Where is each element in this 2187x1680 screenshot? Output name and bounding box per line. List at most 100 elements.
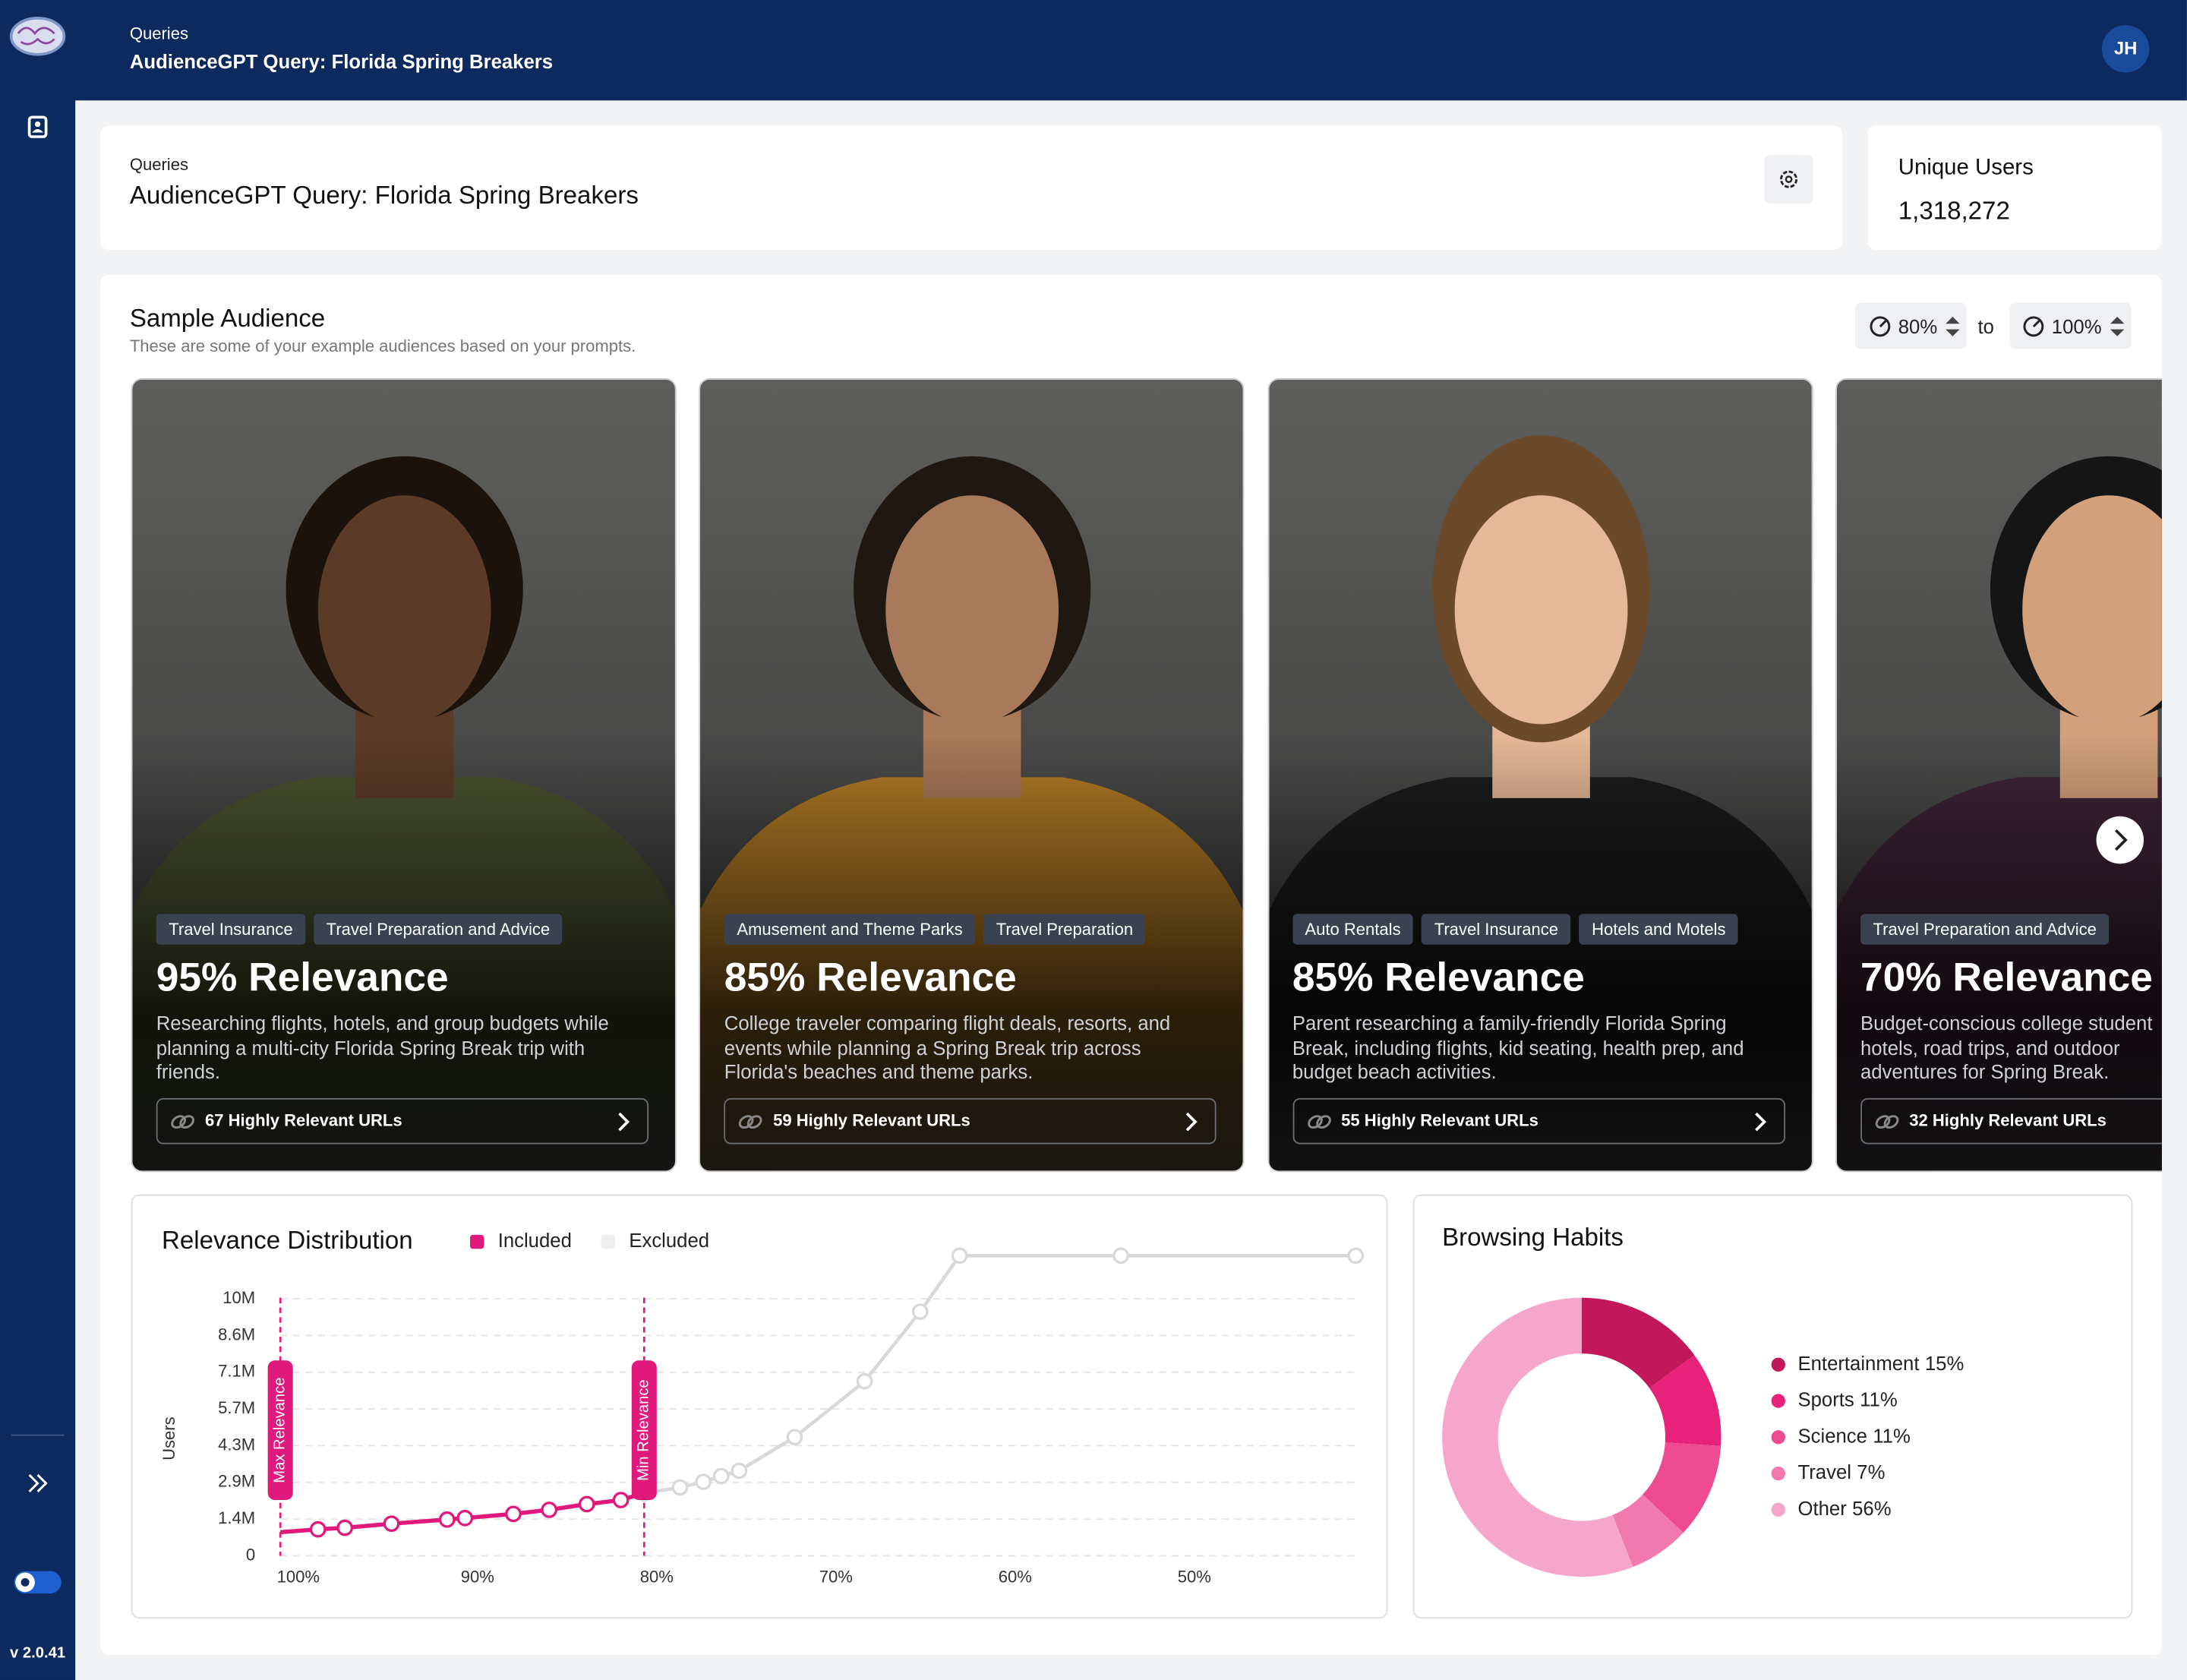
persona-photo <box>1836 379 2162 1171</box>
y-tick-label: 10M <box>222 1288 255 1307</box>
persona-photo <box>132 379 675 1171</box>
urls-label: 55 Highly Relevant URLs <box>1341 1110 1538 1131</box>
annotation-label: Max Relevance <box>272 1378 289 1483</box>
section-title: Sample Audience <box>129 304 326 333</box>
persona-photo <box>1268 379 1812 1171</box>
version: v 2.0.41 <box>10 1645 66 1663</box>
urls-label: 67 Highly Relevant URLs <box>204 1110 402 1131</box>
point <box>612 1492 630 1508</box>
y-tick-label: 8.6M <box>218 1325 255 1344</box>
link-icon <box>171 1115 194 1129</box>
range-to[interactable] <box>2009 302 2132 349</box>
relevance: 95% Relevance <box>156 955 449 1001</box>
chevron <box>1754 1112 1766 1132</box>
tag: Travel Preparation and Advice <box>314 914 563 945</box>
nav-icon[interactable] <box>27 115 49 138</box>
theme-toggle[interactable] <box>11 1568 65 1596</box>
point <box>856 1372 873 1390</box>
legend-name: Travel <box>1798 1462 1851 1483</box>
query-title: AudienceGPT Query: Florida Spring Breake… <box>129 181 639 210</box>
unique-users-card <box>1867 125 2162 250</box>
chevron <box>618 1112 630 1132</box>
legend-value: 56% <box>1852 1498 1891 1520</box>
tag-list: Travel Insurance Travel Preparation and A… <box>156 914 571 945</box>
avatar[interactable]: JH <box>2101 25 2150 73</box>
persona-card: Amusement and Theme Parks Travel Preparat… <box>699 377 1245 1173</box>
range-from[interactable] <box>1854 302 1967 349</box>
query-card <box>100 125 1843 250</box>
tag: Travel Preparation and Advice <box>1860 914 2110 945</box>
point <box>731 1462 748 1479</box>
y-tick-label: 7.1M <box>218 1362 255 1381</box>
x-tick-label: 80% <box>640 1568 674 1587</box>
annotation-label: Min Relevance <box>636 1379 652 1481</box>
urls-label: 59 Highly Relevant URLs <box>773 1110 970 1131</box>
point <box>911 1303 929 1320</box>
description: Budget-conscious college student hotels,… <box>1860 1011 2153 1083</box>
breadcrumb: Queries <box>129 24 189 43</box>
point <box>695 1473 712 1490</box>
header-title: AudienceGPT Query: Florida Spring Breake… <box>129 50 554 73</box>
breadcrumb: Queries <box>129 154 189 175</box>
tag: Amusement and Theme Parks <box>724 914 976 945</box>
logo <box>9 17 66 56</box>
urls-button[interactable]: 59 Highly Relevant URLs <box>724 1097 1217 1145</box>
spinner[interactable] <box>2109 314 2125 339</box>
browsing-chart: Browsing Habits Entertainment 15% Sports 11… <box>1442 1224 1965 1577</box>
legend-dot <box>1771 1502 1785 1517</box>
legend-dot <box>1771 1394 1785 1408</box>
tag: Travel Preparation <box>983 914 1146 945</box>
legend-name: Entertainment <box>1798 1353 1920 1375</box>
next-button[interactable] <box>2095 815 2145 865</box>
y-tick-label: 5.7M <box>218 1398 255 1417</box>
tag: Hotels and Motels <box>1579 914 1739 945</box>
y-axis-label: Users <box>159 1416 178 1461</box>
legend-label: Other 56% <box>1798 1498 1892 1520</box>
tag: Travel Insurance <box>156 914 306 945</box>
point <box>541 1502 558 1518</box>
x-tick-label: 100% <box>277 1568 320 1587</box>
point <box>438 1511 456 1528</box>
legend-dot <box>1771 1430 1785 1445</box>
point <box>578 1495 595 1513</box>
urls-button[interactable]: 32 Highly Relevant URLs <box>1860 1097 2162 1145</box>
donut-slice <box>1442 1297 1633 1577</box>
link-icon <box>1307 1115 1331 1129</box>
donut-slice <box>1612 1494 1684 1568</box>
x-tick-label: 60% <box>999 1568 1032 1587</box>
point <box>712 1467 730 1485</box>
x-tick-label: 50% <box>1178 1568 1211 1587</box>
point <box>786 1429 803 1445</box>
stat-label: Unique Users <box>1898 156 2034 180</box>
spinner[interactable] <box>1944 314 1961 339</box>
persona-card: Auto Rentals Travel Insurance Hotels and M… <box>1267 377 1813 1173</box>
point <box>951 1247 968 1265</box>
legend-label: Excluded <box>629 1230 709 1252</box>
relevance: 70% Relevance <box>1860 955 2153 1001</box>
legend-dot <box>1771 1357 1785 1372</box>
expand-icon[interactable] <box>25 1472 50 1494</box>
legend-name: Other <box>1798 1498 1848 1520</box>
tag-list: Auto Rentals Travel Insurance Hotels and M… <box>1292 914 1747 945</box>
link-icon <box>1875 1115 1899 1129</box>
point <box>505 1505 522 1523</box>
urls-button[interactable]: 67 Highly Relevant URLs <box>156 1097 649 1145</box>
y-tick-label: 0 <box>246 1545 255 1564</box>
tag-list: Travel Preparation and Advice <box>1860 914 2118 945</box>
legend-value: 11% <box>1860 1389 1898 1410</box>
gauge-icon <box>2023 316 2044 337</box>
y-tick-label: 4.3M <box>218 1435 255 1454</box>
legend-name: Sports <box>1798 1389 1854 1410</box>
link-icon <box>739 1115 763 1129</box>
legend-name: Science <box>1798 1426 1867 1447</box>
legend-value: 15% <box>1925 1353 1964 1375</box>
section-subtitle: These are some of your example audiences… <box>129 336 636 356</box>
donut-slice <box>1649 1355 1722 1446</box>
legend-label: Entertainment 15% <box>1798 1353 1965 1375</box>
settings-button[interactable] <box>1764 154 1813 204</box>
chart-title: Browsing Habits <box>1442 1224 1624 1252</box>
urls-button[interactable]: 55 Highly Relevant URLs <box>1292 1097 1785 1145</box>
relevance-chart: Relevance Distribution Users 0 1.4M 2.9M 4.… <box>159 1227 1365 1587</box>
tag-list: Amusement and Theme Parks Travel Preparat… <box>724 914 1154 945</box>
